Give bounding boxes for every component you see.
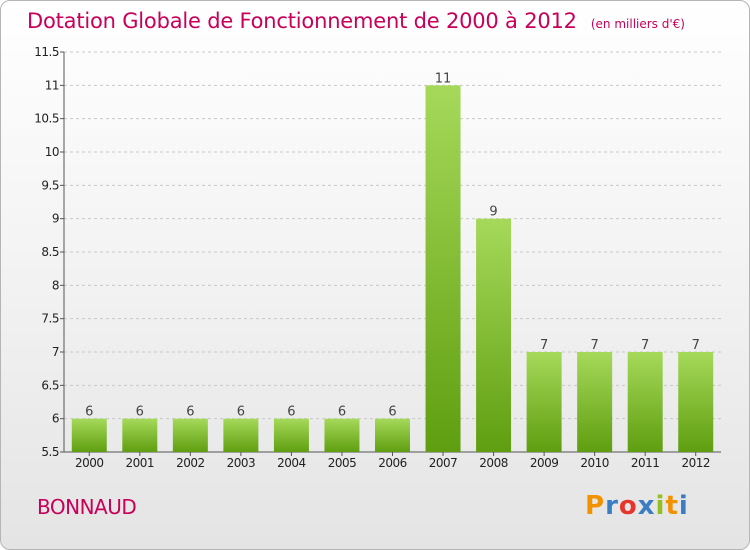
bar-2010: [577, 352, 613, 452]
x-tick-label: 2004: [277, 456, 306, 470]
y-tick-label: 8.5: [41, 245, 59, 259]
bar-2006: [375, 418, 410, 452]
bar-2001: [122, 418, 158, 452]
x-tick-label: 2011: [631, 456, 660, 470]
y-tick-label: 11.5: [34, 45, 59, 59]
data-label: 6: [338, 405, 346, 420]
bars: [71, 85, 714, 452]
proxiti-logo[interactable]: Proxiti: [585, 491, 689, 521]
x-tick-label: 2000: [75, 456, 104, 470]
data-label: 7: [540, 338, 548, 353]
y-tick-label: 6: [52, 412, 59, 426]
data-label: 6: [136, 405, 144, 420]
y-tick-labels: 5.5 6 6.5 7 7.5 8 8.5 9 9.5 10 10.5 11 11.5: [34, 45, 59, 459]
data-label: 6: [186, 405, 194, 420]
x-tick-label: 2008: [479, 456, 508, 470]
commune-name: BONNAUD: [37, 495, 137, 519]
y-tick-label: 7.5: [41, 312, 59, 326]
data-label: 9: [489, 205, 497, 220]
y-tick-label: 8: [52, 278, 59, 292]
bar-2009: [526, 352, 562, 452]
bar-2003: [223, 418, 259, 452]
data-label: 7: [591, 338, 599, 353]
data-label: 6: [388, 405, 396, 420]
data-label: 7: [641, 338, 649, 353]
bar-2005: [324, 418, 360, 452]
data-label: 6: [237, 405, 245, 420]
x-tick-label: 2006: [378, 456, 407, 470]
bar-2002: [172, 418, 208, 452]
x-tick-label: 2012: [681, 456, 710, 470]
x-tick-label: 2002: [176, 456, 205, 470]
y-tick-label: 5.5: [41, 445, 59, 459]
bar-2011: [627, 352, 663, 452]
logo-letter: P: [585, 491, 606, 521]
y-tick-label: 9: [52, 212, 59, 226]
axes: [63, 52, 721, 456]
bar-2008: [476, 218, 512, 452]
logo-letter: o: [618, 491, 638, 521]
data-label: 6: [85, 405, 93, 420]
y-tick-label: 10.5: [34, 112, 59, 126]
bar-2007: [425, 85, 461, 452]
bar-2012: [678, 352, 714, 452]
grid-lines: [60, 51, 721, 453]
data-label: 11: [435, 71, 452, 86]
logo-letter: i: [678, 491, 689, 521]
x-tick-label: 2001: [126, 456, 155, 470]
x-tick-label: 2009: [530, 456, 559, 470]
x-tick-label: 2010: [580, 456, 609, 470]
x-tick-label: 2007: [429, 456, 458, 470]
x-tick-labels: 2000 2001 2002 2003 2004 2005 2006 2007 2008 2009…: [75, 456, 711, 470]
data-labels: 6 6 6 6 6 6 6 11 9 7 7 7 7: [85, 71, 700, 419]
chart-unit: (en milliers d'€): [590, 17, 685, 31]
x-tick-label: 2005: [328, 456, 357, 470]
x-tick-label: 2003: [227, 456, 256, 470]
data-label: 6: [287, 405, 295, 420]
y-tick-label: 9.5: [41, 178, 59, 192]
logo-letter: x: [637, 491, 656, 521]
logo-letter: r: [605, 491, 619, 521]
y-tick-label: 11: [45, 78, 59, 92]
y-tick-label: 7: [52, 345, 59, 359]
chart-title: Dotation Globale de Fonctionnement de 20…: [27, 9, 685, 33]
logo-letter: i: [655, 491, 666, 521]
bar-2004: [273, 418, 309, 452]
chart-title-text: Dotation Globale de Fonctionnement de 20…: [27, 9, 577, 33]
y-tick-label: 6.5: [41, 378, 59, 392]
y-tick-label: 10: [45, 145, 59, 159]
logo-letter: t: [665, 491, 679, 521]
bar-2000: [71, 418, 107, 452]
data-label: 7: [692, 338, 700, 353]
